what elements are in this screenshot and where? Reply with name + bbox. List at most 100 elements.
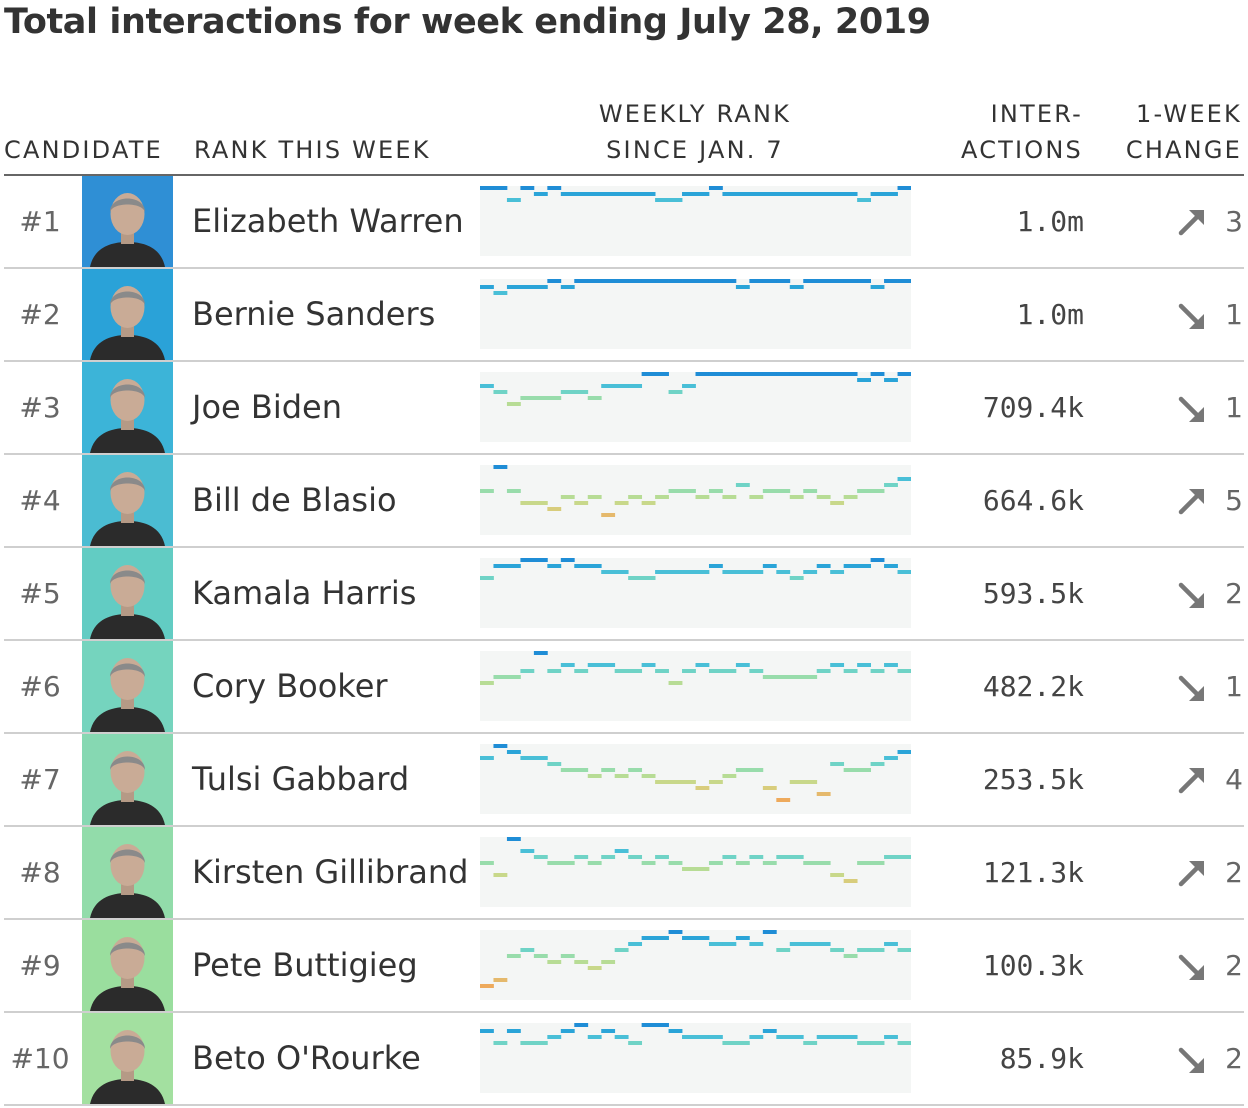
weekly-rank-mark <box>668 489 683 493</box>
weekly-rank-mark <box>682 279 696 283</box>
interactions-value: 482.2k <box>982 670 1084 703</box>
weekly-rank-mark <box>830 570 845 574</box>
weekly-rank-mark <box>735 861 750 865</box>
weekly-rank-mark <box>897 570 911 574</box>
weekly-rank-mark <box>480 681 494 685</box>
weekly-rank-mark <box>493 186 508 190</box>
weekly-rank-mark <box>480 984 494 988</box>
weekly-rank-mark <box>897 279 911 283</box>
weekly-rank-mark <box>547 396 562 400</box>
weekly-rank-mark <box>587 1035 602 1039</box>
weekly-rank-mark <box>668 1029 683 1033</box>
weekly-rank-mark <box>857 564 871 568</box>
interactions-value: 85.9k <box>999 1042 1084 1075</box>
weekly-rank-mark <box>480 756 494 760</box>
weekly-rank-mark <box>560 768 575 772</box>
header-weekly-rank-line2: SINCE JAN. 7 <box>606 136 784 164</box>
header-weekly-rank: WEEKLY RANK SINCE JAN. 7 <box>480 96 910 168</box>
weekly-rank-mark <box>708 186 723 190</box>
weekly-rank-sparkline <box>480 744 911 814</box>
weekly-rank-mark <box>776 948 791 952</box>
table-row: #4 Bill de Blasio 664.6k 5 <box>4 455 1244 548</box>
weekly-rank-mark <box>641 774 656 778</box>
weekly-rank-mark <box>816 372 831 376</box>
weekly-rank-mark <box>601 279 616 283</box>
week-change-value: 1 <box>1225 391 1243 424</box>
weekly-rank-mark <box>628 669 643 673</box>
weekly-rank-mark <box>897 1041 911 1045</box>
weekly-rank-mark <box>816 861 831 865</box>
weekly-rank-mark <box>601 663 616 667</box>
candidate-photo <box>82 734 173 825</box>
arrow-down-right-icon <box>1178 396 1204 422</box>
weekly-rank-mark <box>628 279 643 283</box>
table-row: #8 Kirsten Gillibrand 121.3k 2 <box>4 827 1244 920</box>
weekly-rank-mark <box>560 1029 575 1033</box>
weekly-rank-mark <box>587 966 602 970</box>
weekly-rank-mark <box>547 507 562 511</box>
weekly-rank-mark <box>682 192 696 196</box>
weekly-rank-mark <box>628 576 643 580</box>
header-rank-this-week: RANK THIS WEEK <box>194 136 431 164</box>
candidate-photo <box>82 548 173 639</box>
weekly-rank-mark <box>587 396 602 400</box>
weekly-rank-mark <box>776 855 791 859</box>
weekly-rank-mark <box>547 564 562 568</box>
weekly-rank-mark <box>803 279 818 283</box>
weekly-rank-mark <box>506 954 521 958</box>
weekly-rank-mark <box>493 873 508 877</box>
weekly-rank-mark <box>816 279 831 283</box>
weekly-rank-sparkline <box>480 558 911 628</box>
weekly-rank-mark <box>520 948 535 952</box>
candidate-photo <box>82 920 173 1011</box>
weekly-rank-mark <box>533 954 548 958</box>
weekly-rank-mark <box>857 378 871 382</box>
weekly-rank-mark <box>749 570 764 574</box>
header-rule <box>4 174 1244 176</box>
arrow-down-right-icon <box>1178 675 1204 701</box>
weekly-rank-mark <box>695 867 710 871</box>
weekly-rank-mark <box>749 1035 764 1039</box>
weekly-rank-mark <box>857 948 871 952</box>
rank-label: #8 <box>19 856 61 889</box>
weekly-rank-mark <box>722 669 737 673</box>
weekly-rank-mark <box>547 279 562 283</box>
weekly-rank-mark <box>601 192 616 196</box>
weekly-rank-mark <box>735 192 750 196</box>
weekly-rank-mark <box>843 192 858 196</box>
weekly-rank-mark <box>533 501 548 505</box>
weekly-rank-mark <box>870 1041 885 1045</box>
weekly-rank-mark <box>870 285 885 289</box>
weekly-rank-mark <box>830 501 845 505</box>
weekly-rank-mark <box>749 855 764 859</box>
weekly-rank-mark <box>628 384 643 388</box>
weekly-rank-mark <box>493 1041 508 1045</box>
weekly-rank-mark <box>547 762 562 766</box>
weekly-rank-mark <box>722 279 737 283</box>
weekly-rank-mark <box>574 960 589 964</box>
weekly-rank-mark <box>897 750 911 754</box>
weekly-rank-mark <box>520 849 535 853</box>
weekly-rank-mark <box>668 390 683 394</box>
weekly-rank-mark <box>897 372 911 376</box>
weekly-rank-mark <box>735 285 750 289</box>
weekly-rank-mark <box>749 942 764 946</box>
weekly-rank-mark <box>762 279 777 283</box>
weekly-rank-mark <box>762 489 777 493</box>
weekly-rank-mark <box>776 279 791 283</box>
weekly-rank-mark <box>533 855 548 859</box>
week-change-value: 2 <box>1225 949 1243 982</box>
weekly-rank-sparkline <box>480 279 911 349</box>
weekly-rank-mark <box>803 372 818 376</box>
sparkline-background <box>480 279 911 349</box>
weekly-rank-mark <box>641 372 656 376</box>
weekly-rank-mark <box>547 960 562 964</box>
table-row: #9 Pete Buttigieg 100.3k 2 <box>4 920 1244 1013</box>
weekly-rank-mark <box>493 465 508 469</box>
weekly-rank-mark <box>816 942 831 946</box>
weekly-rank-mark <box>803 570 818 574</box>
weekly-rank-mark <box>830 762 845 766</box>
weekly-rank-mark <box>816 1035 831 1039</box>
weekly-rank-mark <box>533 396 548 400</box>
weekly-rank-mark <box>884 564 898 568</box>
